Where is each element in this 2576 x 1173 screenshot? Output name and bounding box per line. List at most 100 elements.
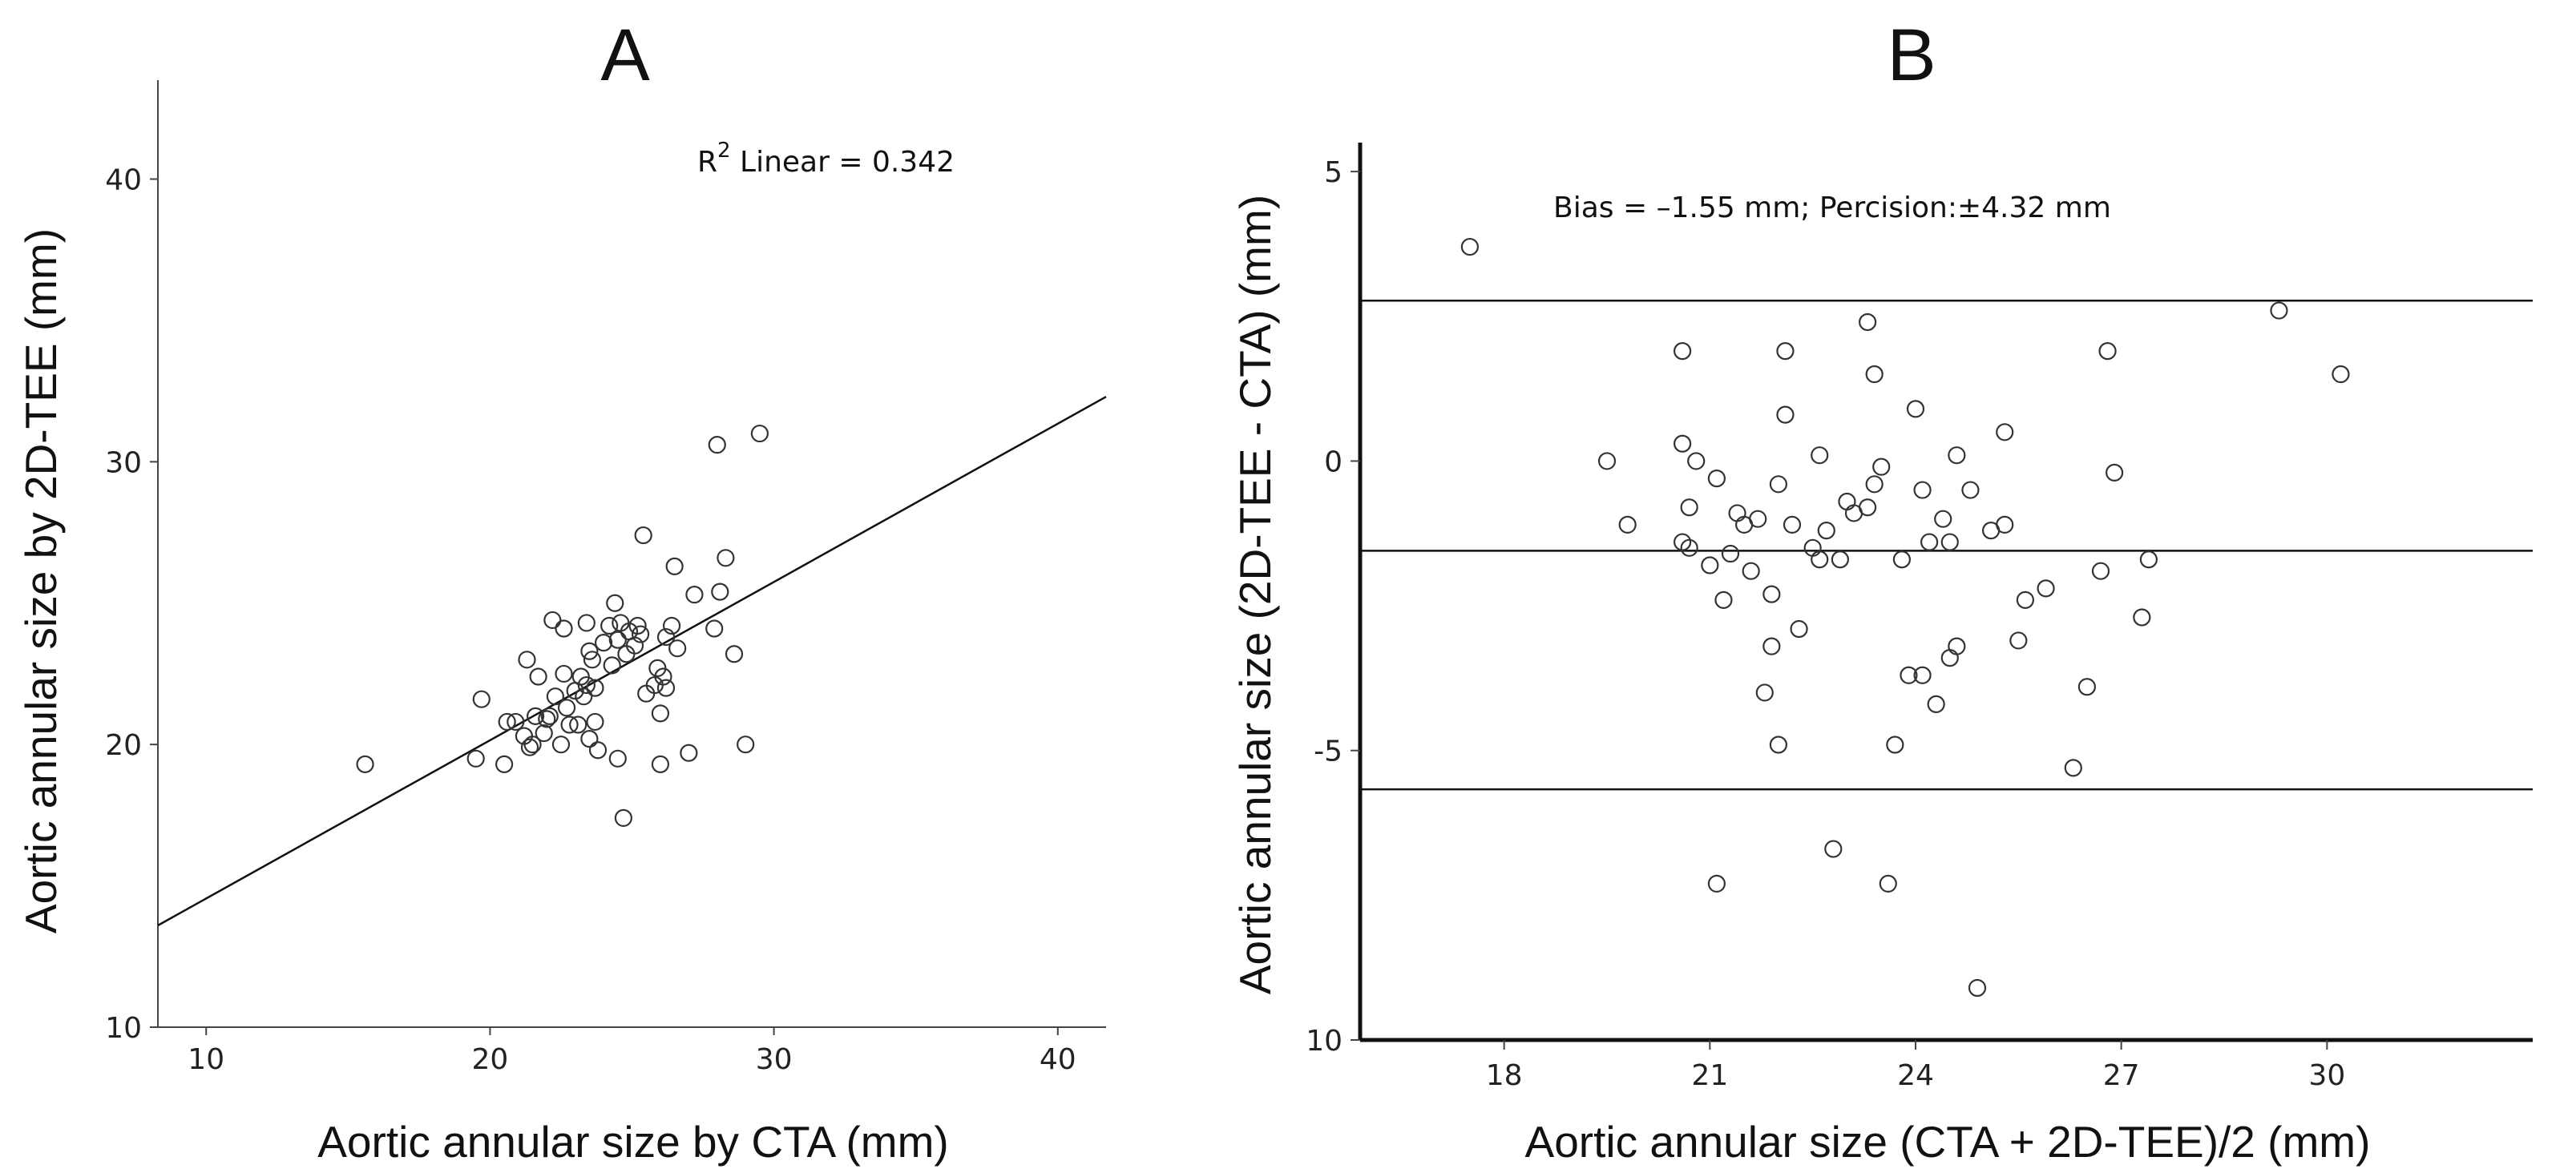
panel-b-data-point bbox=[1460, 237, 1479, 256]
panel-a-data-point bbox=[580, 730, 599, 748]
panel-a-data-point bbox=[535, 724, 553, 743]
panel-b-data-point bbox=[1707, 469, 1726, 488]
panel-a-data-point bbox=[356, 755, 374, 773]
panel-b-data-point bbox=[1940, 533, 1959, 551]
panel-b-reference-lines bbox=[1360, 300, 2533, 791]
panel-b-data-point bbox=[1762, 585, 1781, 603]
panel-b-data-point bbox=[1913, 481, 1932, 499]
panel-b-data-point bbox=[1742, 562, 1760, 580]
panel-b-data-point bbox=[1755, 683, 1774, 702]
panel-b-data-point bbox=[1721, 544, 1740, 563]
panel-b-data-point bbox=[1968, 978, 1987, 998]
panel-a-data-point bbox=[495, 755, 514, 773]
panel-b-data-point bbox=[1674, 434, 1692, 453]
panel-b-data-point bbox=[1762, 637, 1781, 655]
panel-a-x-tick-label: 40 bbox=[1040, 1043, 1076, 1076]
panel-a-y-ticks: 10 20 30 40 bbox=[105, 163, 158, 1045]
panel-a-data-point bbox=[665, 557, 684, 575]
panel-b-data-point bbox=[2332, 365, 2350, 384]
panel-b-data-point bbox=[1728, 504, 1746, 522]
panel-b-data-point bbox=[1948, 446, 1966, 465]
panel-a-data-point bbox=[538, 710, 556, 728]
panel-b-data-point bbox=[2106, 463, 2124, 482]
panel-b-data-point bbox=[1872, 458, 1891, 476]
panel-b-x-tick-label: 24 bbox=[1897, 1059, 1934, 1092]
panel-a-data-point bbox=[577, 614, 596, 632]
panel-b-data-point bbox=[1811, 446, 1829, 465]
panel-b-y-axis-label: Aortic annular size (2D-TEE - CTA) (mm) bbox=[1230, 195, 1280, 994]
panel-a-data-point bbox=[600, 616, 619, 635]
panel-b-data-point bbox=[1859, 498, 1877, 517]
panel-a-data-point bbox=[606, 594, 624, 612]
panel-a-x-tick-label: 10 bbox=[188, 1043, 224, 1076]
panel-b-data-point bbox=[1948, 637, 1966, 655]
panel-a-x-tick-label: 30 bbox=[756, 1043, 793, 1076]
panel-a-data-point bbox=[625, 636, 644, 655]
panel-a-y-tick-label: 40 bbox=[105, 163, 142, 196]
panel-b-data-point bbox=[2016, 591, 2034, 609]
panel-a-data-point bbox=[557, 699, 576, 717]
panel-b-data-point bbox=[1913, 666, 1932, 684]
panel-b-data-point bbox=[1707, 874, 1726, 893]
panel-a-data-point bbox=[685, 586, 704, 604]
panel-a-data-point bbox=[518, 651, 536, 669]
panel-b-data-point bbox=[2064, 759, 2082, 777]
panel-b-x-axis-label: Aortic annular size (CTA + 2D-TEE)/2 (mm… bbox=[1525, 1117, 2371, 1167]
panel-a-data-point bbox=[526, 707, 545, 725]
panel-a-x-tick-label: 20 bbox=[471, 1043, 508, 1076]
panel-a-data-point bbox=[750, 424, 769, 443]
panel-a-data-point bbox=[498, 712, 516, 732]
panel-a-data-point bbox=[637, 684, 656, 703]
panel-b-data-point bbox=[1865, 475, 1884, 494]
panel-b-data-point bbox=[1680, 498, 1698, 517]
panel-b-data-point bbox=[1927, 695, 1945, 714]
panel-b-data-point bbox=[1892, 550, 1911, 569]
panel-a-data-point bbox=[555, 619, 573, 638]
panel-b-data-point bbox=[1597, 452, 1617, 470]
panel-b-points bbox=[1460, 237, 2350, 998]
panel-a-r2-superscript: 2 bbox=[717, 139, 731, 163]
panel-a-data-point bbox=[555, 664, 573, 683]
panel-a-data-point bbox=[603, 656, 621, 675]
panel-a-y-tick-label: 10 bbox=[105, 1012, 142, 1045]
panel-b-data-point bbox=[1783, 515, 1802, 534]
panel-a-data-point bbox=[668, 639, 687, 658]
panel-b-data-point bbox=[1769, 736, 1787, 754]
panel-a-data-point bbox=[705, 619, 724, 638]
panel-b-data-point bbox=[2270, 301, 2288, 320]
panel-b-data-point bbox=[1674, 533, 1692, 551]
panel-b-y-ticks: 5 0 -5 10 bbox=[1306, 156, 1360, 1058]
panel-b-data-point bbox=[1934, 510, 1952, 528]
panel-a-data-point bbox=[725, 645, 744, 663]
panel-a-data-point bbox=[612, 614, 630, 632]
panel-b-data-point bbox=[1906, 400, 1925, 418]
panel-a-regression-line bbox=[157, 396, 1107, 927]
panel-a-data-point bbox=[523, 736, 542, 754]
panel-b-data-point bbox=[2077, 678, 2096, 696]
panel-a-data-point bbox=[680, 744, 698, 762]
panel-b-y-tick-label: 5 bbox=[1324, 156, 1343, 189]
panel-b-data-point bbox=[1803, 538, 1822, 557]
panel-a-points bbox=[356, 424, 769, 828]
panel-a-data-point bbox=[645, 675, 664, 695]
panel-a-data-point bbox=[717, 549, 735, 567]
panel-a-data-point bbox=[520, 738, 539, 756]
panel-a-data-point bbox=[711, 582, 729, 601]
panel-b-data-point bbox=[1687, 452, 1706, 470]
panel-a-x-ticks: 10 20 30 40 bbox=[188, 1027, 1076, 1076]
panel-b-data-point bbox=[1817, 522, 1835, 540]
panel-a-data-point bbox=[575, 687, 593, 706]
panel-b-data-point bbox=[1859, 312, 1877, 332]
panel-a-data-point bbox=[543, 611, 562, 630]
panel-a-data-point bbox=[577, 675, 596, 695]
panel-a-data-point bbox=[540, 707, 559, 725]
panel-b-data-point bbox=[1920, 533, 1939, 551]
panel-b-y-tick-label: 10 bbox=[1306, 1025, 1343, 1058]
panel-a-data-point bbox=[617, 645, 636, 663]
panel-a-data-point bbox=[586, 712, 604, 732]
panel-b-data-point bbox=[1790, 619, 1808, 639]
panel-a-data-point bbox=[466, 749, 485, 768]
panel-a-data-point bbox=[580, 642, 599, 660]
panel-a-data-point bbox=[651, 704, 670, 723]
